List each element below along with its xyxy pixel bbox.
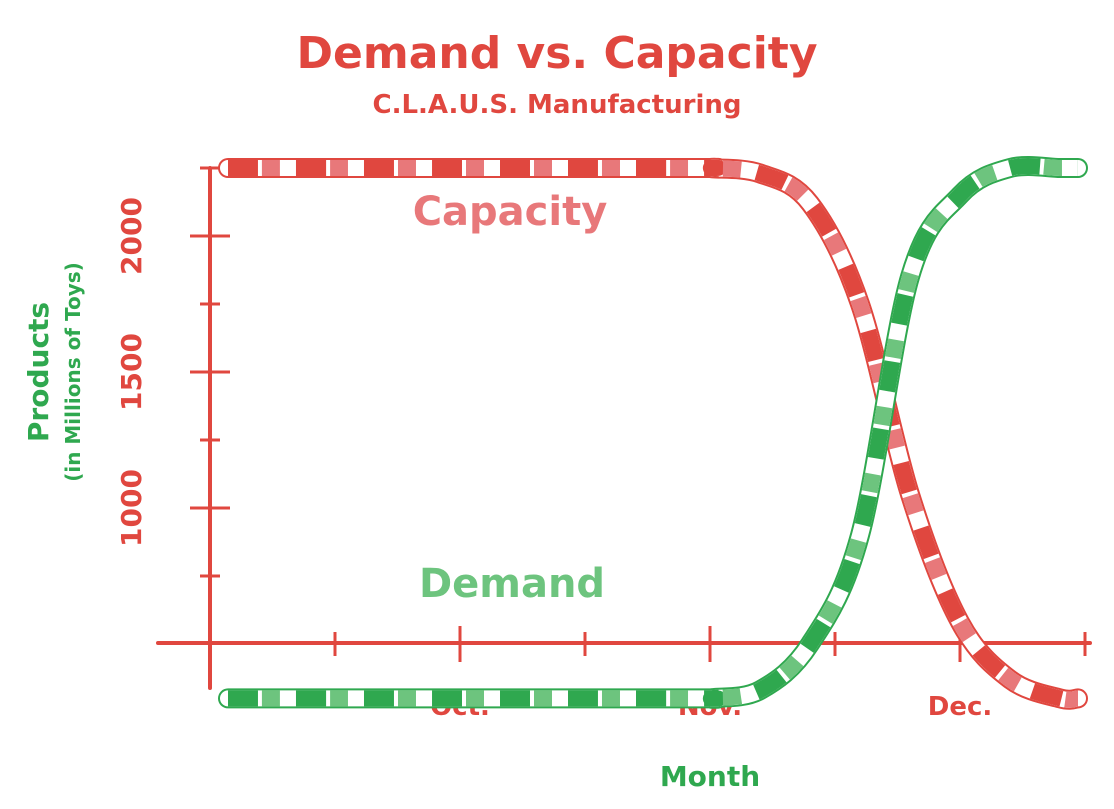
data-point-demand (960, 195, 961, 196)
series-layer (218, 156, 1088, 710)
data-point-capacity (860, 304, 861, 305)
data-point-demand (910, 276, 911, 277)
data-point-demand (1010, 168, 1011, 169)
series-stripes-dark-demand (228, 158, 1078, 707)
data-point-capacity (460, 168, 461, 169)
data-point-demand (860, 535, 861, 536)
data-point-demand (712, 698, 713, 699)
y-tick-label: 2000 (115, 197, 148, 275)
series-label-demand: Demand (419, 561, 605, 607)
data-point-capacity (585, 168, 586, 169)
data-point-demand (335, 698, 336, 699)
x-axis-label: Month (660, 760, 760, 793)
chart-title: Demand vs. Capacity (297, 28, 818, 79)
y-axis-label-group: Products (in Millions of Toys) (22, 262, 85, 482)
data-point-capacity (1060, 698, 1061, 699)
data-point-capacity (1078, 698, 1079, 699)
y-tick-label: 1000 (115, 469, 148, 547)
data-point-capacity (960, 622, 961, 623)
data-point-demand (585, 698, 586, 699)
axes (156, 166, 1092, 690)
data-point-demand (810, 644, 811, 645)
data-point-demand (1060, 168, 1061, 169)
data-point-capacity (760, 173, 761, 174)
y-tick-labels: 1000 1500 2000 (115, 197, 148, 547)
data-point-capacity (1010, 679, 1011, 680)
data-point-capacity (335, 168, 336, 169)
data-point-demand (710, 698, 711, 699)
data-point-capacity (712, 168, 713, 169)
y-axis-label: Products (22, 302, 55, 442)
y-tick-label: 1500 (115, 333, 148, 411)
series-stripes-dark-capacity (228, 159, 1079, 708)
chart-subtitle: C.L.A.U.S. Manufacturing (372, 90, 741, 120)
y-axis-label-sub: (in Millions of Toys) (61, 262, 85, 482)
series-label-capacity: Capacity (413, 189, 608, 235)
data-point-capacity (710, 168, 711, 169)
data-point-demand (760, 690, 761, 691)
data-point-capacity (228, 168, 229, 169)
data-point-capacity (910, 494, 911, 495)
series-demand (218, 156, 1088, 709)
data-point-demand (228, 698, 229, 699)
data-point-demand (1078, 168, 1079, 169)
series-capacity (218, 157, 1088, 710)
data-point-demand (460, 698, 461, 699)
x-tick-label: Dec. (928, 692, 993, 722)
series-stripes-light-demand (228, 158, 1078, 707)
data-point-capacity (810, 203, 811, 204)
